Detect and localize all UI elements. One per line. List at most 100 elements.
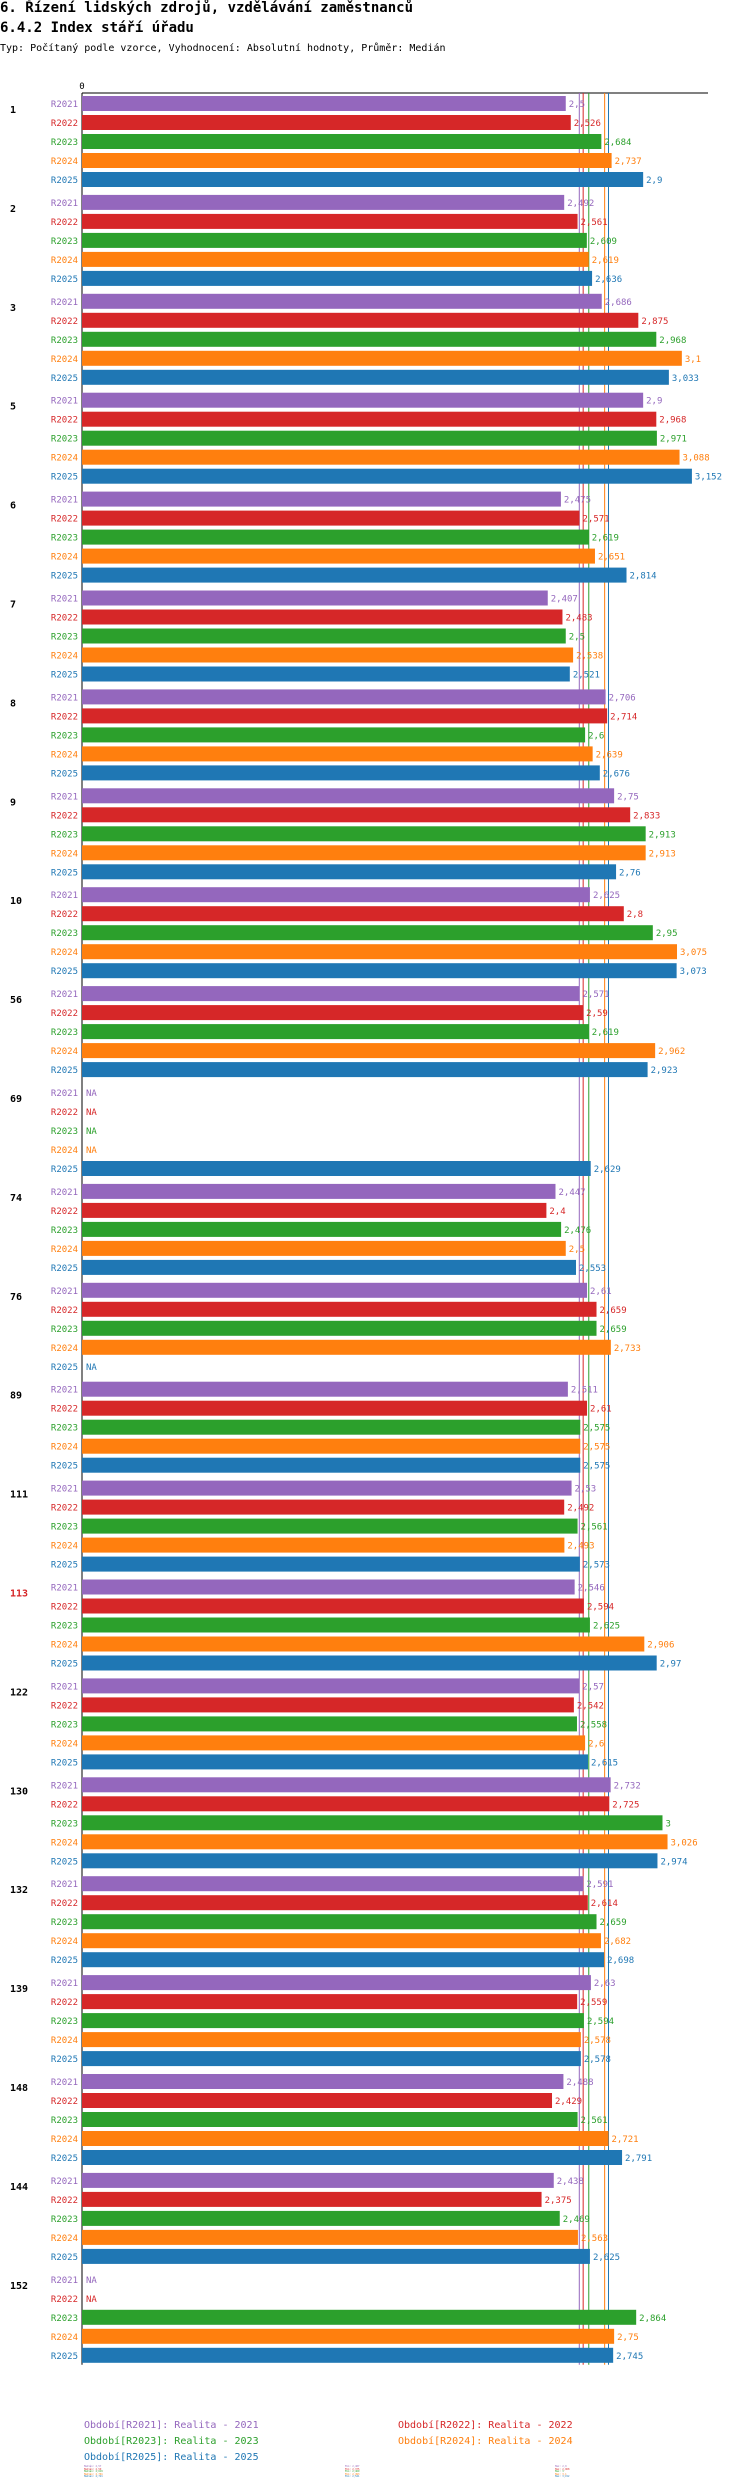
data-label: 3,152 [695, 473, 722, 483]
data-label: 2,488 [566, 2078, 593, 2088]
data-label: 2,375 [545, 2196, 572, 2206]
data-label: 2,53 [575, 1485, 597, 1495]
series-label-r2023: R2023 [51, 1523, 78, 1533]
series-label-r2022: R2022 [51, 1405, 78, 1415]
series-label-r2025: R2025 [51, 1066, 78, 1076]
bar-113-r2024 [82, 1636, 645, 1652]
series-label-r2022: R2022 [51, 2097, 78, 2107]
data-label: 2,974 [660, 1857, 687, 1867]
series-label-r2022: R2022 [51, 218, 78, 228]
series-label-r2025: R2025 [51, 1660, 78, 1670]
series-label-r2021: R2021 [51, 1979, 78, 1989]
legend-stat-median-2023: Medián: 2,619 [84, 2470, 103, 2474]
bar-9-r2021 [82, 788, 615, 804]
data-label: 2,575 [583, 1462, 610, 1472]
bar-113-r2022 [82, 1598, 584, 1614]
bar-76-r2022 [82, 1301, 597, 1317]
data-label: 2,737 [615, 157, 642, 167]
bar-69-r2025 [82, 1161, 591, 1176]
group-label-10: 10 [10, 896, 22, 907]
data-label: 2,75 [617, 792, 639, 802]
series-label-r2024: R2024 [51, 1838, 78, 1848]
data-label: 2,625 [593, 891, 620, 901]
legend-stat-median-2022: Medián: 2,59 [84, 2467, 102, 2471]
group-label-122: 122 [10, 1687, 28, 1698]
series-label-r2021: R2021 [51, 2177, 78, 2187]
series-label-r2021: R2021 [51, 100, 78, 110]
series-label-r2021: R2021 [51, 1880, 78, 1890]
data-label: 3,075 [680, 948, 707, 958]
series-label-r2024: R2024 [51, 553, 78, 563]
data-label: 2,59 [586, 1009, 608, 1019]
bar-76-r2024 [82, 1339, 611, 1355]
bar-89-r2022 [82, 1400, 588, 1416]
data-label: 2,968 [659, 336, 686, 346]
series-label-r2023: R2023 [51, 1226, 78, 1236]
data-label: 2,438 [557, 2177, 584, 2187]
bar-74-r2025 [82, 1259, 577, 1275]
legend-period-r2025: Období[R2025]: Realita - 2025 [84, 2452, 259, 2463]
series-label-r2023: R2023 [51, 1028, 78, 1038]
bar-5-r2023 [82, 430, 657, 446]
series-label-r2024: R2024 [51, 948, 78, 958]
data-label: 2,95 [656, 929, 678, 939]
data-label: 2,561 [581, 218, 608, 228]
bar-1-r2023 [82, 134, 602, 149]
bar-113-r2021 [82, 1579, 575, 1595]
legend-stat-max-2024: Max: 3,1 [555, 2472, 567, 2476]
series-label-r2023: R2023 [51, 1424, 78, 1434]
series-label-r2024: R2024 [51, 256, 78, 266]
data-label: 2,6 [588, 731, 604, 741]
data-label: 2,553 [579, 1264, 606, 1274]
bar-8-r2024 [82, 746, 593, 762]
series-label-r2025: R2025 [51, 374, 78, 384]
bar-139-r2021 [82, 1975, 591, 1991]
bar-56-r2024 [82, 1043, 656, 1059]
bar-5-r2024 [82, 449, 680, 465]
legend-stat-max-2022: Max: 2,968 [555, 2467, 570, 2471]
series-label-r2025: R2025 [51, 671, 78, 681]
series-label-r2024: R2024 [51, 750, 78, 760]
series-label-r2022: R2022 [51, 811, 78, 821]
series-label-r2021: R2021 [51, 792, 78, 802]
data-label: 2,575 [583, 1443, 610, 1453]
bar-113-r2025 [82, 1655, 657, 1671]
series-label-r2021: R2021 [51, 693, 78, 703]
bar-130-r2023 [82, 1815, 663, 1831]
bar-3-r2022 [82, 312, 639, 328]
data-label: 2,563 [581, 2234, 608, 2244]
data-label: 2,542 [577, 1701, 604, 1711]
series-label-r2022: R2022 [51, 614, 78, 624]
legend-stat-min-2022: Min: 2,375 [345, 2467, 360, 2471]
data-label: 2,407 [551, 595, 578, 605]
legend-stat-median-2024: Medián: 2,701 [84, 2472, 103, 2476]
series-label-r2024: R2024 [51, 1542, 78, 1552]
bar-10-r2022 [82, 906, 624, 922]
data-label: 2,4 [549, 1207, 565, 1217]
bar-10-r2021 [82, 887, 590, 903]
legend-stat-min-2021: Min: 2,407 [345, 2465, 360, 2468]
data-label: 2,639 [596, 750, 623, 760]
group-label-3: 3 [10, 303, 16, 314]
group-label-111: 111 [10, 1490, 28, 1501]
bar-6-r2021 [82, 491, 561, 507]
bar-132-r2021 [82, 1876, 584, 1892]
data-label: 2,476 [564, 1226, 591, 1236]
legend-stat-median-2025: Medián: 2,721 [84, 2475, 103, 2479]
data-label: 2,619 [592, 534, 619, 544]
bar-56-r2023 [82, 1024, 589, 1040]
bar-1-r2022 [82, 115, 571, 130]
bar-148-r2025 [82, 2150, 623, 2165]
series-label-r2021: R2021 [51, 298, 78, 308]
data-label: 2,6 [588, 1739, 604, 1749]
data-label: 3,033 [672, 374, 699, 384]
bar-148-r2021 [82, 2074, 564, 2089]
series-label-r2023: R2023 [51, 138, 78, 148]
bar-130-r2024 [82, 1834, 668, 1850]
bar-10-r2024 [82, 944, 678, 960]
data-label: 2,962 [658, 1047, 685, 1057]
bar-74-r2022 [82, 1202, 547, 1218]
series-label-r2022: R2022 [51, 515, 78, 525]
data-label: 2,75 [617, 2333, 639, 2343]
data-label: 2,971 [660, 435, 687, 445]
